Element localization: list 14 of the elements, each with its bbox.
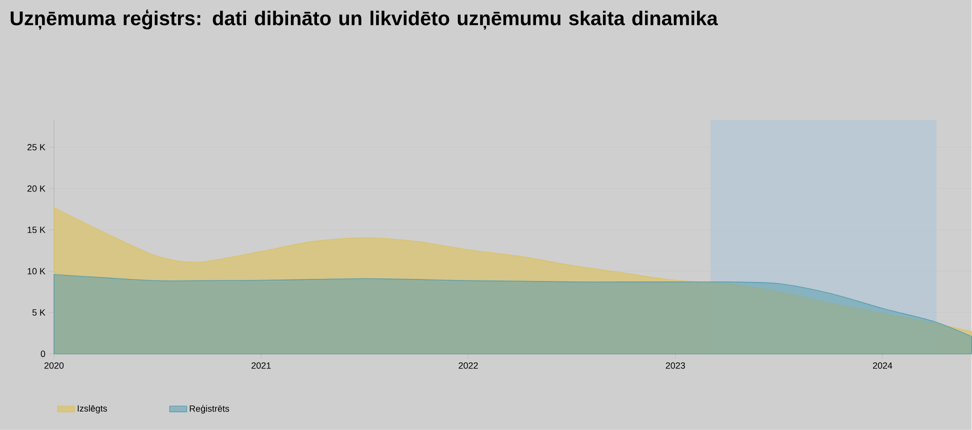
x-tick-label: 2024 bbox=[873, 362, 892, 369]
y-tick-label: 5 K bbox=[32, 309, 46, 316]
y-tick-label: 0 bbox=[40, 350, 46, 358]
y-tick-label: 25 K bbox=[27, 144, 46, 150]
x-tick-label: 2022 bbox=[458, 362, 478, 369]
chart-title: Uzņēmuma reģistrs: dati dibināto un likvidēto uzņēmumu skaita dinamika bbox=[10, 10, 718, 30]
y-tick-label: 20 K bbox=[27, 185, 46, 192]
x-tick-label: 2021 bbox=[252, 362, 271, 369]
x-tick-label: 2023 bbox=[666, 362, 685, 369]
y-tick-label: 10 K bbox=[28, 268, 46, 274]
y-tick-label: 15 K bbox=[28, 226, 46, 234]
legend-label: Reģistrēts bbox=[190, 404, 230, 414]
legend-label: Izslēgts bbox=[78, 405, 108, 414]
x-tick-label: 2020 bbox=[44, 362, 64, 369]
